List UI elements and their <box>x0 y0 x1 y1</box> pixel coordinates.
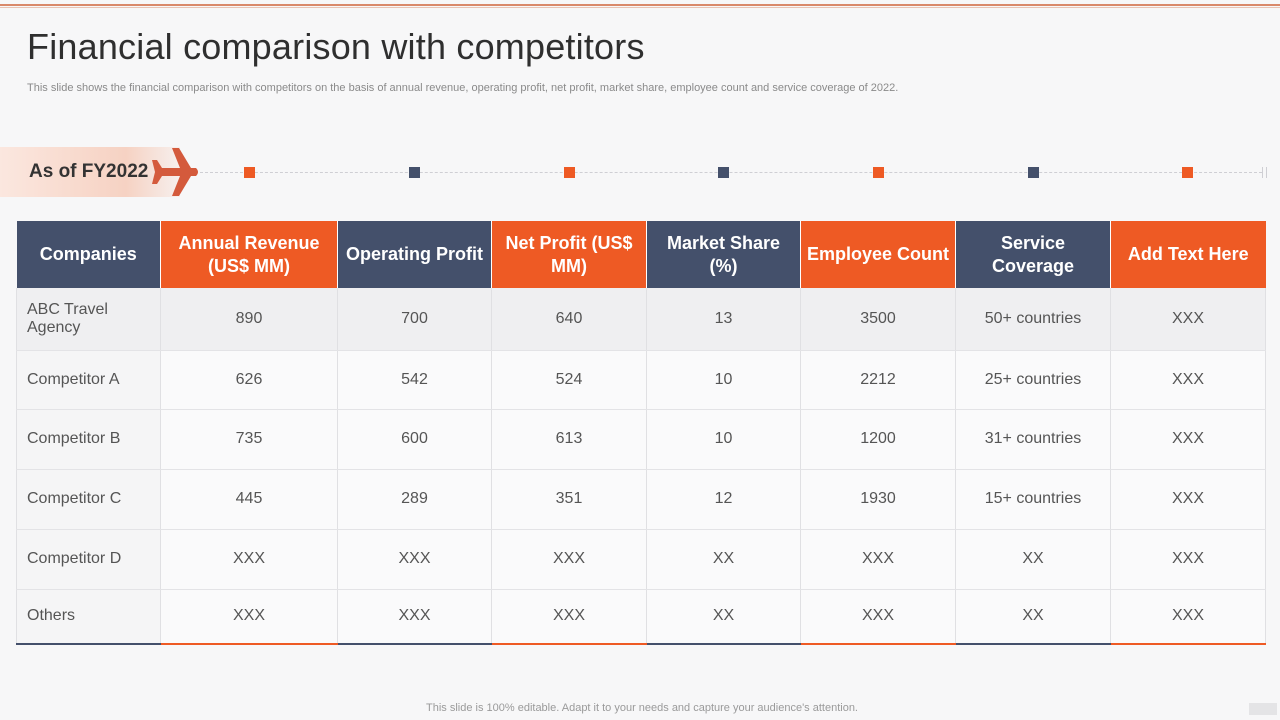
company-name: Competitor C <box>16 469 161 530</box>
table-cell: XXX <box>491 589 647 645</box>
slide-title: Financial comparison with competitors <box>27 26 645 67</box>
table-cell: 600 <box>337 409 492 470</box>
table-cell: XX <box>646 529 801 590</box>
table-cell: 445 <box>160 469 338 530</box>
table-cell: XXX <box>491 529 647 590</box>
header-net-profit: Net Profit (US$ MM) <box>491 221 647 288</box>
table-cell: XXX <box>800 589 956 645</box>
table-cell: XXX <box>800 529 956 590</box>
table-cell: 640 <box>491 288 647 351</box>
table-cell: XX <box>955 529 1111 590</box>
table-cell: XXX <box>1110 350 1266 410</box>
fy-banner <box>0 147 180 197</box>
table-cell: 31+ countries <box>955 409 1111 470</box>
timeline-marker <box>244 167 255 178</box>
table-cell: 1200 <box>800 409 956 470</box>
table-cell: 12 <box>646 469 801 530</box>
timeline-marker <box>409 167 420 178</box>
table-cell: XXX <box>1110 589 1266 645</box>
table-cell: 13 <box>646 288 801 351</box>
company-name: Competitor B <box>16 409 161 470</box>
table-cell: 890 <box>160 288 338 351</box>
table-cell: XXX <box>1110 469 1266 530</box>
header-annual-revenue: Annual Revenue (US$ MM) <box>160 221 338 288</box>
company-name: Competitor D <box>16 529 161 590</box>
header-add-text: Add Text Here <box>1110 221 1266 288</box>
table-cell: 25+ countries <box>955 350 1111 410</box>
table-cell: 700 <box>337 288 492 351</box>
comparison-table: Companies Annual Revenue (US$ MM) Operat… <box>16 221 1266 645</box>
airplane-icon <box>152 148 198 196</box>
table-cell: XXX <box>337 529 492 590</box>
table-cell: 542 <box>337 350 492 410</box>
table-cell: 289 <box>337 469 492 530</box>
table-cell: 50+ countries <box>955 288 1111 351</box>
timeline-marker <box>873 167 884 178</box>
timeline-marker <box>1028 167 1039 178</box>
table-cell: 3500 <box>800 288 956 351</box>
table-row: Competitor B 735 600 613 10 1200 31+ cou… <box>16 409 1266 470</box>
table-cell: XX <box>646 589 801 645</box>
table-header-row: Companies Annual Revenue (US$ MM) Operat… <box>16 221 1266 288</box>
corner-tab <box>1249 703 1277 715</box>
top-rule <box>0 4 1280 6</box>
company-name: ABC Travel Agency <box>16 288 161 351</box>
table-cell: 626 <box>160 350 338 410</box>
table-cell: XXX <box>337 589 492 645</box>
table-cell: 15+ countries <box>955 469 1111 530</box>
table-row: Competitor A 626 542 524 10 2212 25+ cou… <box>16 350 1266 410</box>
slide-subtitle: This slide shows the financial compariso… <box>27 82 899 94</box>
table-cell: 1930 <box>800 469 956 530</box>
table-cell: XXX <box>160 529 338 590</box>
timeline-end <box>1262 167 1267 178</box>
timeline-marker <box>718 167 729 178</box>
table-cell: XX <box>955 589 1111 645</box>
table-cell: 10 <box>646 409 801 470</box>
slide-footer: This slide is 100% editable. Adapt it to… <box>426 702 858 714</box>
table-cell: XXX <box>1110 529 1266 590</box>
timeline-marker <box>1182 167 1193 178</box>
header-operating-profit: Operating Profit <box>337 221 492 288</box>
table-cell: XXX <box>1110 288 1266 351</box>
table-cell: 351 <box>491 469 647 530</box>
company-name: Others <box>16 589 161 645</box>
header-market-share: Market Share (%) <box>646 221 801 288</box>
table-cell: 2212 <box>800 350 956 410</box>
header-companies: Companies <box>16 221 161 288</box>
table-row: Competitor C 445 289 351 12 1930 15+ cou… <box>16 469 1266 530</box>
table-cell: 10 <box>646 350 801 410</box>
table-cell: 613 <box>491 409 647 470</box>
table-cell: 524 <box>491 350 647 410</box>
table-cell: XXX <box>1110 409 1266 470</box>
header-employee-count: Employee Count <box>800 221 956 288</box>
table-cell: 735 <box>160 409 338 470</box>
timeline-line <box>200 172 1262 173</box>
table-row: Competitor D XXX XXX XXX XX XXX XX XXX <box>16 529 1266 590</box>
table-row: ABC Travel Agency 890 700 640 13 3500 50… <box>16 288 1266 351</box>
fy-label: As of FY2022 <box>29 161 149 182</box>
table-row: Others XXX XXX XXX XX XXX XX XXX <box>16 589 1266 645</box>
header-service-coverage: Service Coverage <box>955 221 1111 288</box>
table-cell: XXX <box>160 589 338 645</box>
timeline-marker <box>564 167 575 178</box>
company-name: Competitor A <box>16 350 161 410</box>
top-rule-thin <box>0 7 1280 8</box>
